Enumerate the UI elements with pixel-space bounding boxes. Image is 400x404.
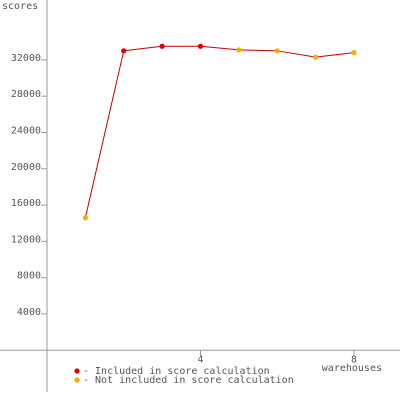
data-point [351, 50, 357, 56]
data-point [274, 48, 280, 54]
x-tick-label: 8 [351, 354, 357, 365]
data-point [312, 54, 319, 60]
y-tick-label: 24000 [11, 125, 41, 136]
data-point [236, 47, 242, 53]
y-tick-label: 28000 [11, 89, 41, 100]
x-tick-label: 4 [197, 354, 203, 365]
data-point [197, 43, 204, 49]
y-tick-label: 8000 [17, 271, 41, 282]
legend-marker [74, 368, 80, 374]
y-tick-label: 16000 [11, 198, 41, 209]
legend-label: - Included in score calculation [83, 366, 270, 377]
y-tick-label: 32000 [11, 53, 41, 64]
x-axis-label: warehouses [322, 363, 382, 374]
series-line [84, 45, 355, 218]
data-point [82, 215, 88, 221]
y-axis-label: scores [2, 1, 38, 12]
y-tick-label: 20000 [11, 162, 41, 173]
data-point [121, 48, 127, 54]
y-tick-label: 12000 [11, 234, 41, 245]
y-tick-label: 4000 [17, 307, 41, 318]
data-point [159, 43, 165, 49]
legend-marker [74, 377, 80, 383]
legend-label: - Not included in score calculation [83, 375, 294, 386]
